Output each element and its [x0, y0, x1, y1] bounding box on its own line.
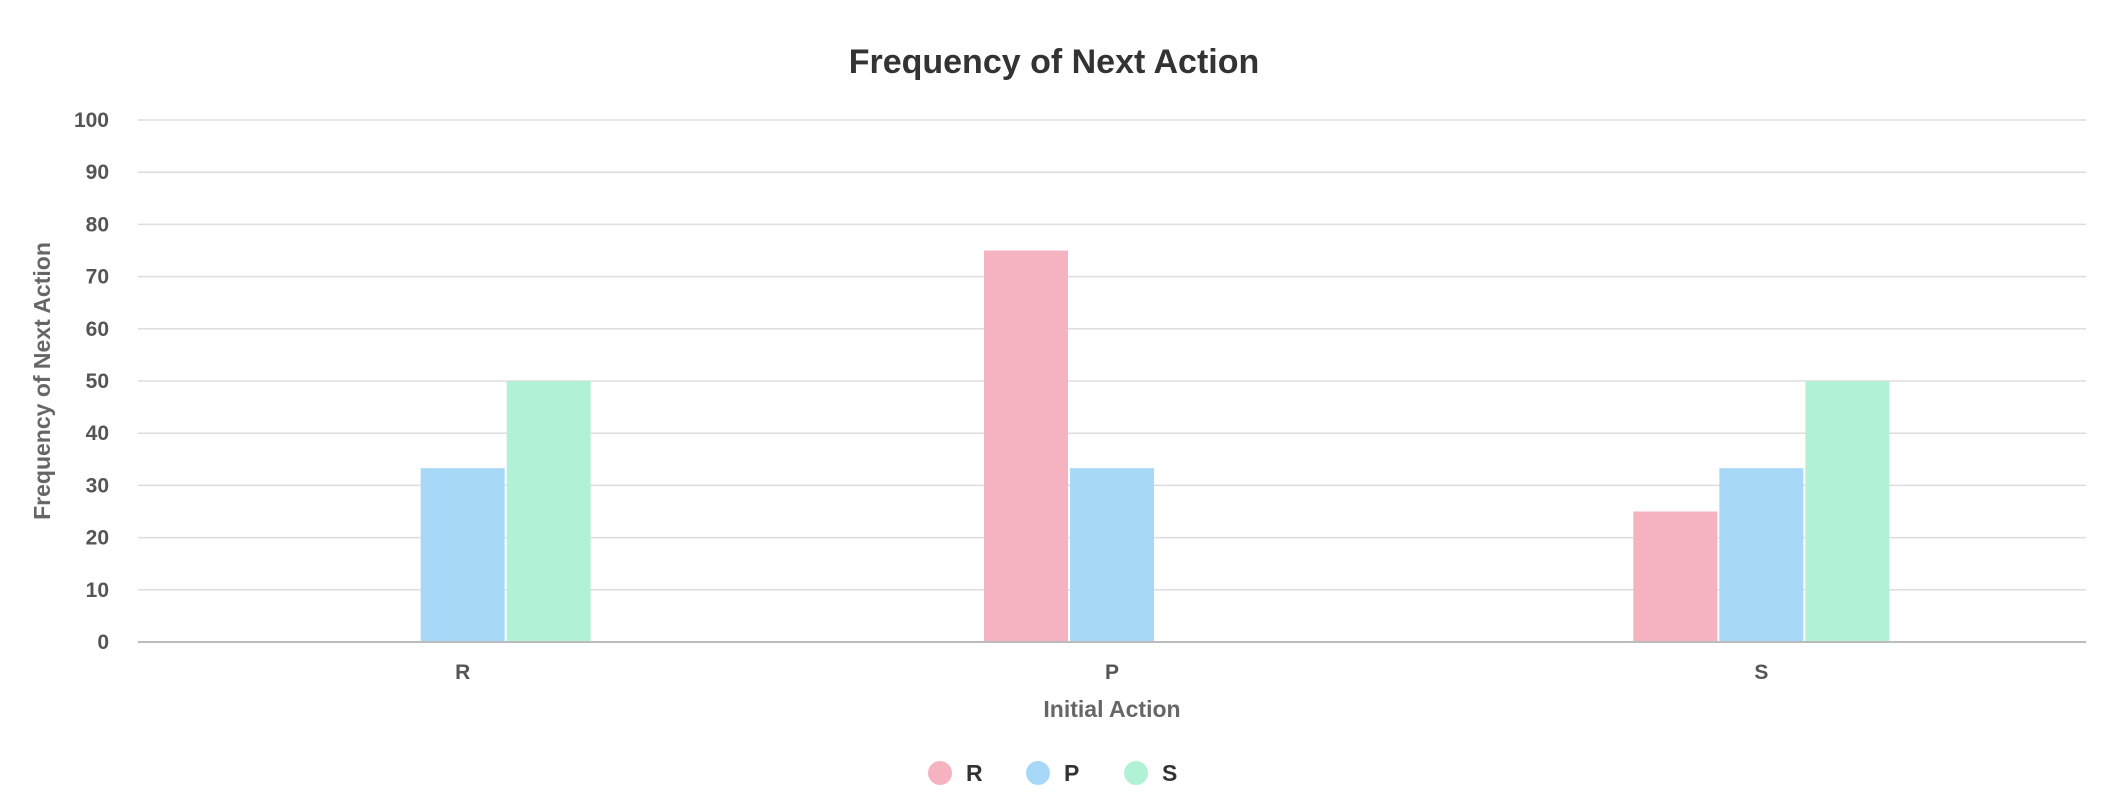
legend-label-r: R — [966, 760, 983, 786]
bars — [420, 250, 1890, 642]
y-tick-label: 60 — [86, 318, 109, 341]
bar-s-p — [1719, 468, 1804, 642]
x-tick-label: S — [1754, 661, 1768, 684]
x-tick-label: P — [1105, 661, 1119, 684]
bar-r-p — [420, 468, 505, 642]
y-tick-label: 90 — [86, 161, 109, 184]
x-axis-title: Initial Action — [1043, 696, 1180, 722]
y-tick-label: 40 — [86, 422, 109, 445]
y-tick-label: 20 — [86, 527, 109, 550]
bar-r-s — [506, 381, 591, 642]
y-tick-label: 70 — [86, 266, 109, 289]
legend-swatch-p — [1026, 761, 1050, 785]
bar-s-s — [1805, 381, 1890, 642]
y-tick-label: 30 — [86, 474, 109, 497]
legend-label-p: P — [1064, 760, 1079, 786]
legend-label-s: S — [1162, 760, 1177, 786]
legend-swatch-s — [1124, 761, 1148, 785]
y-tick-label: 100 — [74, 109, 109, 132]
chart-title: Frequency of Next Action — [849, 43, 1260, 81]
y-tick-label: 10 — [86, 579, 109, 602]
bar-s-r — [1633, 511, 1718, 642]
y-axis-title: Frequency of Next Action — [29, 242, 55, 520]
legend-swatch-r — [928, 761, 952, 785]
y-tick-label: 80 — [86, 213, 109, 236]
bar-p-p — [1070, 468, 1154, 642]
bar-p-r — [984, 250, 1068, 642]
x-tick-label: R — [455, 661, 470, 684]
y-tick-label: 0 — [97, 631, 109, 654]
y-tick-label: 50 — [86, 370, 109, 393]
y-axis-ticks: 0 10 20 30 40 50 60 70 80 90 100 — [74, 109, 109, 654]
